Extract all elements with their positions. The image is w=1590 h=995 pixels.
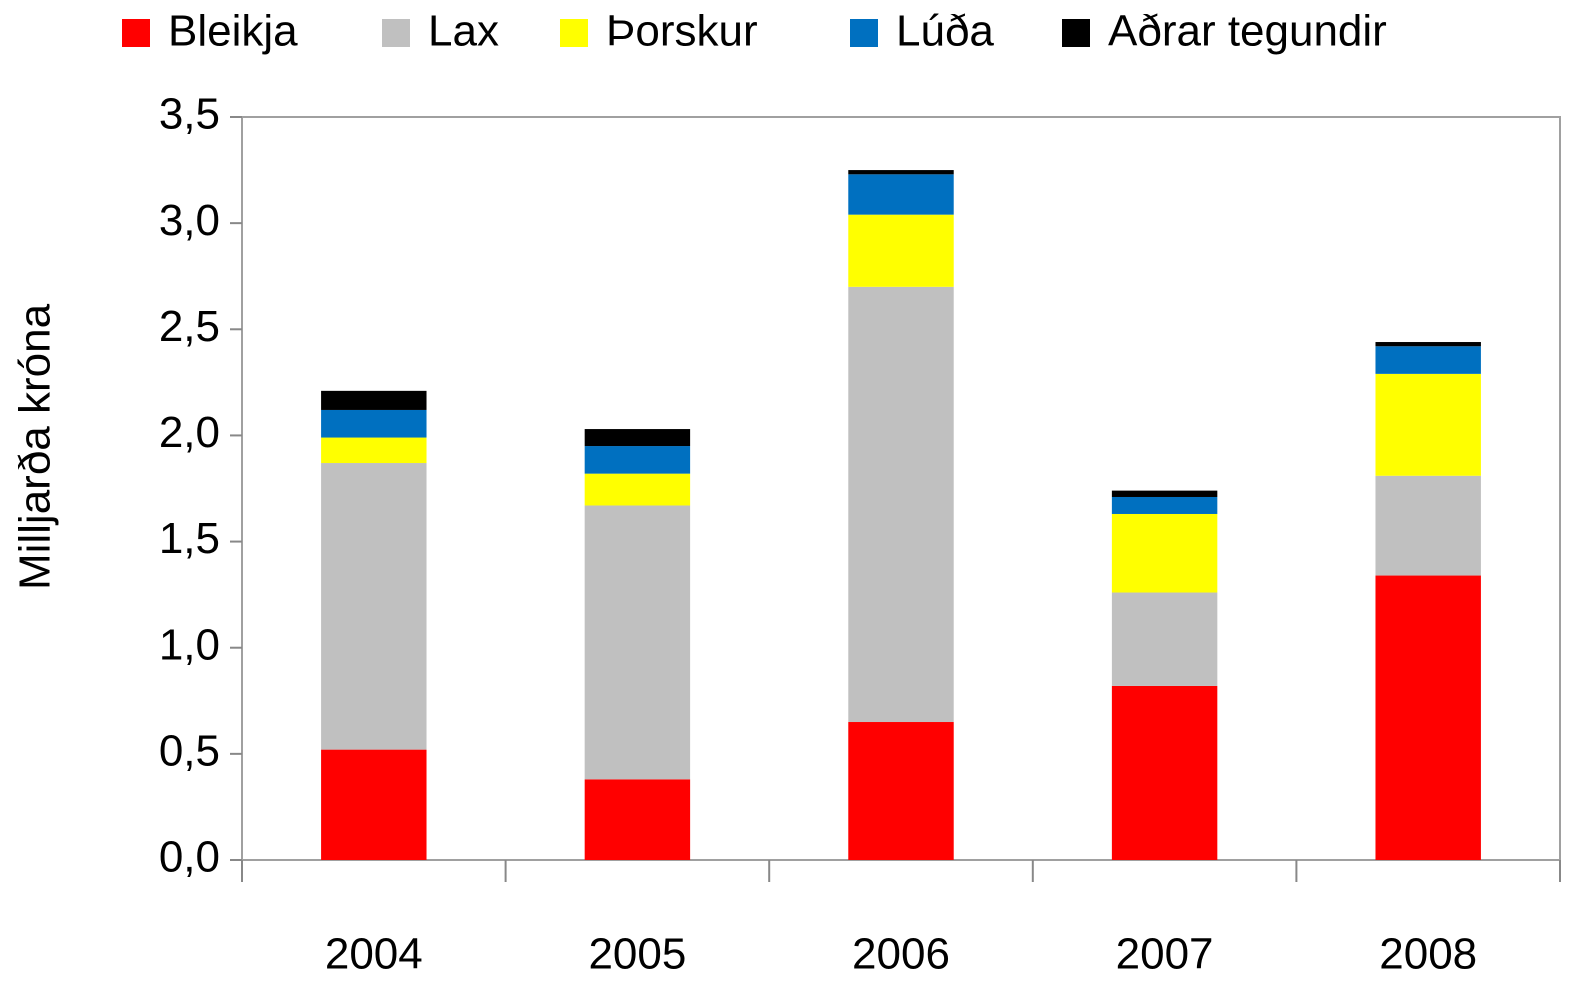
bar-segment (1375, 575, 1481, 860)
bar-segment (1375, 373, 1481, 476)
bar-segment (848, 286, 954, 723)
bar-segment (848, 174, 954, 215)
y-tick-label: 0,5 (159, 726, 220, 775)
bar-segment (584, 446, 691, 474)
legend-label: Aðrar tegundir (1108, 7, 1387, 56)
legend-label: Þorskur (606, 7, 758, 56)
bar-segment (848, 170, 954, 175)
legend-swatch (382, 19, 410, 47)
y-tick-label: 1,5 (159, 514, 220, 563)
x-tick-label: 2006 (852, 930, 950, 979)
bar-segment (584, 779, 691, 860)
y-tick-label: 1,0 (159, 620, 220, 669)
bar-segment (1375, 346, 1481, 374)
bar-segment (584, 505, 691, 780)
bar-segment (1111, 592, 1218, 686)
y-tick-label: 0,0 (159, 833, 220, 882)
legend-swatch (560, 19, 588, 47)
bar-segment (848, 722, 954, 860)
x-tick-label: 2008 (1379, 930, 1477, 979)
bar-segment (1111, 496, 1218, 514)
bar-segment (1111, 685, 1218, 860)
x-tick-label: 2007 (1116, 930, 1214, 979)
y-axis-title: Milljarða króna (11, 303, 60, 590)
y-tick-label: 2,5 (159, 302, 220, 351)
y-tick-label: 2,0 (159, 408, 220, 457)
legend-label: Bleikja (168, 7, 298, 56)
x-tick-label: 2005 (588, 930, 686, 979)
bar-segment (1111, 513, 1218, 593)
y-tick-label: 3,5 (159, 90, 220, 139)
bar-segment (321, 749, 427, 860)
bar-segment (1375, 342, 1481, 347)
legend-swatch (850, 19, 878, 47)
bar-segment (321, 463, 427, 750)
legend-label: Lúða (896, 7, 994, 56)
bar-segment (321, 409, 427, 438)
bar-segment (1375, 475, 1481, 576)
legend-swatch (1062, 19, 1090, 47)
bar-segment (848, 214, 954, 287)
x-tick-label: 2004 (325, 930, 423, 979)
legend-label: Lax (428, 7, 499, 56)
bar-segment (321, 390, 427, 410)
bar-segment (584, 429, 691, 447)
y-tick-label: 3,0 (159, 196, 220, 245)
bar-segment (1111, 490, 1218, 497)
bar-segment (321, 437, 427, 464)
legend-swatch (122, 19, 150, 47)
bar-segment (584, 473, 691, 506)
